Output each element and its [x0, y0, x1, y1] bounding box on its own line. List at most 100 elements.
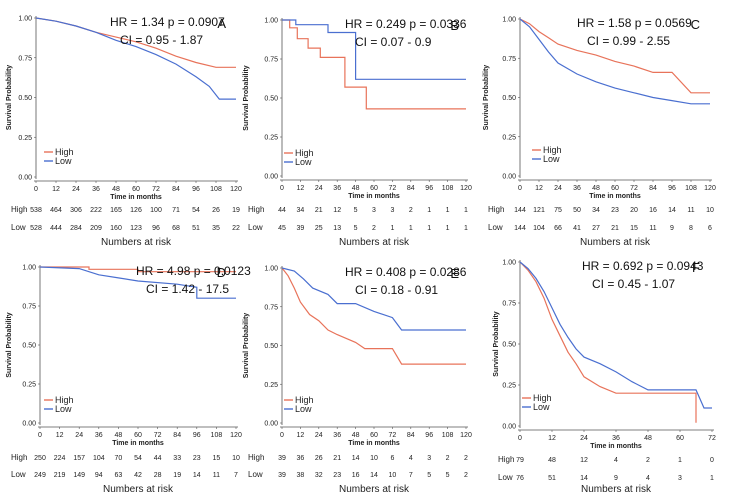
risk-value: 11 — [687, 207, 694, 214]
ci-annotation: CI = 0.95 - 1.87 — [120, 33, 203, 47]
risk-value: 2 — [646, 457, 650, 464]
risk-value: 21 — [333, 455, 341, 462]
risk-value: 16 — [352, 472, 360, 479]
legend-label-low: Low — [55, 404, 72, 414]
risk-value: 2 — [372, 225, 376, 232]
x-tick-label: 72 — [389, 432, 397, 439]
x-tick-label: 24 — [75, 432, 83, 439]
x-tick-label: 72 — [154, 432, 162, 439]
x-tick-label: 12 — [52, 186, 60, 193]
panel-letter: C — [691, 17, 700, 32]
risk-value: 21 — [315, 207, 323, 214]
x-tick-label: 48 — [115, 432, 123, 439]
risk-value: 15 — [630, 225, 638, 232]
risk-value: 45 — [278, 225, 286, 232]
risk-table-title: Numbers at risk — [103, 484, 174, 495]
risk-value: 5 — [354, 207, 358, 214]
risk-table-title: Numbers at risk — [581, 484, 652, 495]
hr-annotation: HR = 1.58 p = 0.0569 — [577, 16, 692, 30]
risk-value: 66 — [554, 225, 562, 232]
x-tick-label: 24 — [315, 185, 323, 192]
x-tick-label: 60 — [676, 435, 684, 442]
series-line-low — [519, 18, 710, 105]
legend-label-low: Low — [295, 157, 312, 167]
x-tick-label: 48 — [352, 185, 360, 192]
series-line-high — [40, 266, 236, 273]
y-axis-label: Survival Probability — [243, 65, 250, 130]
risk-value: 26 — [315, 455, 323, 462]
risk-value: 1 — [427, 225, 431, 232]
risk-value: 23 — [333, 472, 341, 479]
legend-label-high: High — [533, 393, 552, 403]
risk-value: 1 — [464, 225, 468, 232]
risk-value: 538 — [30, 207, 42, 214]
risk-value: 3 — [678, 475, 682, 482]
x-tick-label: 36 — [573, 185, 581, 192]
y-tick-label: 0.50 — [22, 343, 36, 350]
risk-value: 94 — [95, 472, 103, 479]
risk-value: 219 — [54, 472, 66, 479]
x-tick-label: 84 — [172, 186, 180, 193]
y-tick-label: 0.00 — [18, 175, 32, 182]
risk-value: 23 — [193, 455, 201, 462]
risk-value: 6 — [390, 455, 394, 462]
risk-value: 68 — [172, 225, 180, 232]
x-tick-label: 120 — [460, 185, 472, 192]
hr-annotation: HR = 4.98 p = 0.0123 — [136, 264, 251, 278]
risk-value: 70 — [115, 455, 123, 462]
y-tick-label: 0.25 — [264, 135, 278, 142]
risk-value: 464 — [50, 207, 62, 214]
ci-annotation: CI = 0.99 - 2.55 — [587, 34, 670, 48]
y-tick-label: 0.00 — [502, 174, 516, 181]
y-tick-label: 0.50 — [264, 96, 278, 103]
x-tick-label: 0 — [518, 435, 522, 442]
risk-value: 32 — [315, 472, 323, 479]
x-tick-label: 96 — [193, 432, 201, 439]
x-tick-label: 36 — [95, 432, 103, 439]
panel-letter: E — [450, 266, 459, 281]
x-tick-label: 48 — [592, 185, 600, 192]
risk-value: 249 — [34, 472, 46, 479]
risk-value: 10 — [232, 455, 240, 462]
risk-value: 14 — [352, 455, 360, 462]
risk-value: 121 — [533, 207, 545, 214]
y-tick-label: 1.00 — [502, 260, 516, 267]
x-tick-label: 60 — [132, 186, 140, 193]
y-tick-label: 0.25 — [264, 382, 278, 389]
legend-label-high: High — [295, 395, 314, 405]
series-line-low — [281, 267, 466, 331]
ci-annotation: CI = 0.45 - 1.07 — [592, 277, 675, 291]
risk-value: 1 — [678, 457, 682, 464]
risk-value: 25 — [315, 225, 323, 232]
hr-annotation: HR = 0.692 p = 0.0943 — [582, 259, 704, 273]
x-tick-label: 108 — [442, 185, 454, 192]
risk-value: 14 — [668, 207, 676, 214]
risk-value: 41 — [573, 225, 581, 232]
x-tick-label: 96 — [425, 185, 433, 192]
y-axis-label: Survival Probability — [493, 311, 500, 376]
risk-value: 63 — [115, 472, 123, 479]
y-tick-label: 1.00 — [264, 18, 278, 25]
x-tick-label: 72 — [152, 186, 160, 193]
risk-value: 35 — [212, 225, 220, 232]
x-axis-label: Time in months — [348, 193, 400, 200]
risk-value: 4 — [614, 457, 618, 464]
risk-value: 71 — [172, 207, 180, 214]
x-tick-label: 36 — [333, 432, 341, 439]
risk-value: 76 — [516, 475, 524, 482]
risk-value: 51 — [548, 475, 556, 482]
x-axis-label: Time in months — [589, 193, 641, 200]
risk-value: 12 — [580, 457, 588, 464]
risk-value: 4 — [409, 455, 413, 462]
x-tick-label: 108 — [442, 432, 454, 439]
risk-row-label: High — [11, 453, 27, 462]
risk-value: 1 — [446, 225, 450, 232]
panel-b: 0.000.250.500.751.000 12 24 36 48 60 72 84 96 108… — [243, 17, 472, 248]
risk-value: 10 — [389, 472, 397, 479]
x-tick-label: 0 — [280, 432, 284, 439]
risk-value: 3 — [390, 207, 394, 214]
legend-label-low: Low — [55, 156, 72, 166]
risk-value: 144 — [514, 225, 526, 232]
x-tick-label: 96 — [192, 186, 200, 193]
y-tick-label: 0.75 — [18, 55, 32, 62]
